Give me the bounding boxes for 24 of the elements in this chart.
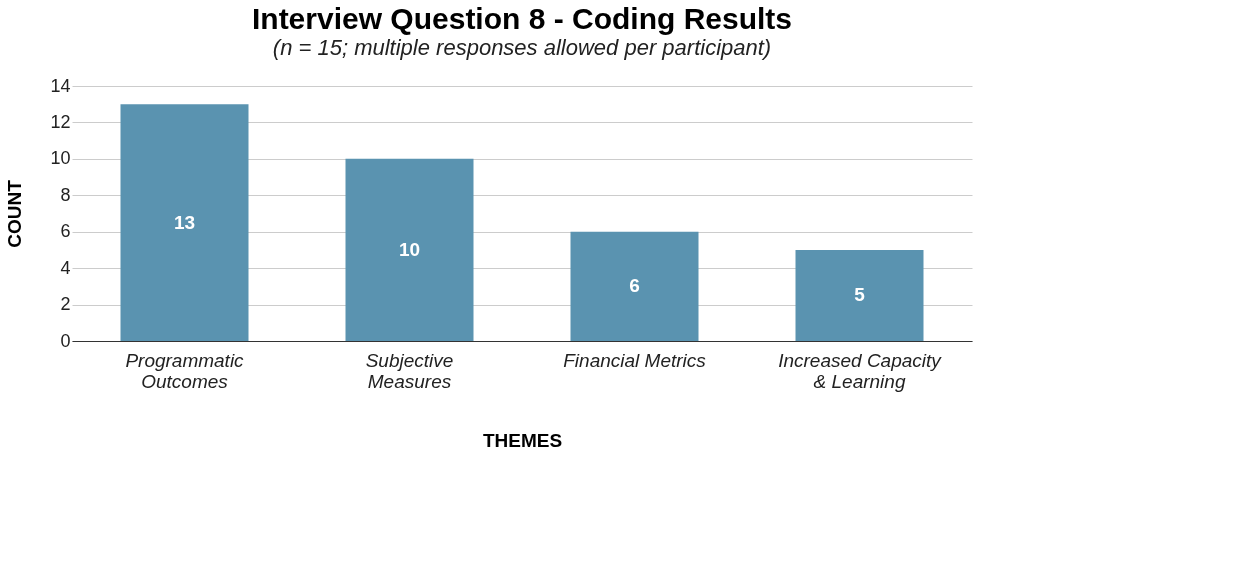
- data-label: 13: [173, 211, 196, 233]
- x-tick-label: Subjective Measures: [365, 349, 454, 392]
- x-tick-label: Increased Capacity & Learning: [778, 349, 943, 392]
- data-label: 5: [854, 284, 866, 306]
- bar: [345, 158, 474, 341]
- y-tick-label: 6: [60, 221, 71, 242]
- chart-subtitle: (n = 15; multiple responses allowed per participant): [272, 35, 772, 60]
- x-axis-title: THEMES: [482, 429, 563, 451]
- bar: [120, 104, 249, 341]
- bar: [795, 249, 924, 341]
- x-tick-label: Programmatic Outcomes: [125, 349, 245, 392]
- y-tick-label: 0: [60, 330, 71, 351]
- y-tick-label: 2: [60, 294, 71, 315]
- y-tick-label: 12: [50, 111, 71, 132]
- y-tick-label: 14: [50, 75, 71, 96]
- chart-title: Interview Question 8 - Coding Results: [251, 2, 793, 35]
- bar: [570, 231, 699, 341]
- y-tick-label: 4: [60, 257, 71, 278]
- data-label: 6: [629, 275, 640, 297]
- y-axis-title: COUNT: [4, 179, 26, 248]
- y-tick-label: 10: [50, 148, 71, 169]
- y-tick-label: 8: [60, 184, 71, 205]
- data-label: 10: [398, 238, 421, 260]
- x-tick-label: Financial Metrics: [563, 349, 707, 371]
